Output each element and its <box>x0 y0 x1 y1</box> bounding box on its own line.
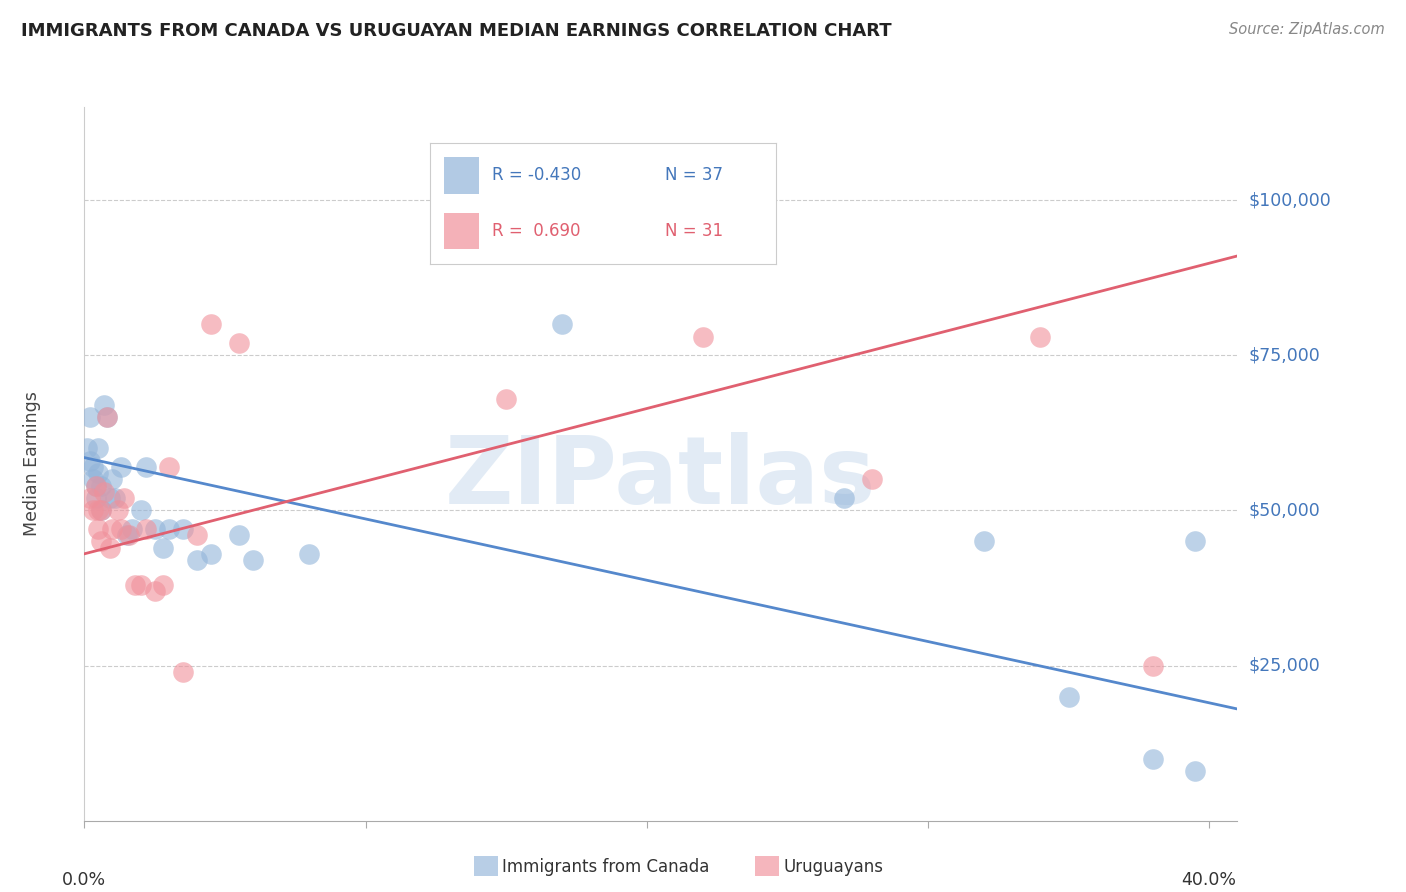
Point <box>129 503 152 517</box>
Point <box>298 547 321 561</box>
Text: $50,000: $50,000 <box>1249 501 1320 519</box>
Text: Source: ZipAtlas.com: Source: ZipAtlas.com <box>1229 22 1385 37</box>
Text: $25,000: $25,000 <box>1249 657 1320 674</box>
Text: R =  0.690: R = 0.690 <box>492 222 581 240</box>
Point <box>101 522 124 536</box>
Point <box>152 541 174 555</box>
Point <box>84 491 107 505</box>
Point <box>121 522 143 536</box>
Point <box>832 491 855 505</box>
Text: Median Earnings: Median Earnings <box>24 392 42 536</box>
Text: N = 31: N = 31 <box>665 222 724 240</box>
Text: 0.0%: 0.0% <box>62 871 107 888</box>
Point <box>87 522 110 536</box>
Point <box>1184 764 1206 778</box>
Point <box>115 528 138 542</box>
Point <box>152 578 174 592</box>
Point <box>579 211 602 226</box>
Text: ZIPatlas: ZIPatlas <box>446 432 876 524</box>
Point <box>96 410 118 425</box>
Text: $100,000: $100,000 <box>1249 191 1331 209</box>
Point <box>79 410 101 425</box>
Text: Immigrants from Canada: Immigrants from Canada <box>502 858 709 876</box>
Point <box>1057 690 1080 704</box>
Point <box>551 317 574 331</box>
Point <box>110 459 132 474</box>
Point <box>98 491 121 505</box>
Point <box>82 503 104 517</box>
Point <box>90 503 112 517</box>
Text: R = -0.430: R = -0.430 <box>492 167 582 185</box>
Point <box>228 528 250 542</box>
Point <box>242 553 264 567</box>
Point <box>495 392 517 406</box>
Point <box>129 578 152 592</box>
Point <box>112 491 135 505</box>
Point <box>90 534 112 549</box>
FancyBboxPatch shape <box>444 157 478 194</box>
Point <box>90 478 112 492</box>
Text: N = 37: N = 37 <box>665 167 724 185</box>
Point <box>186 528 208 542</box>
Point <box>82 472 104 486</box>
Point <box>79 491 101 505</box>
Point <box>118 528 141 542</box>
Point <box>1184 534 1206 549</box>
Text: Uruguayans: Uruguayans <box>783 858 883 876</box>
Text: IMMIGRANTS FROM CANADA VS URUGUAYAN MEDIAN EARNINGS CORRELATION CHART: IMMIGRANTS FROM CANADA VS URUGUAYAN MEDI… <box>21 22 891 40</box>
Point <box>104 491 127 505</box>
Point <box>228 335 250 350</box>
Point <box>157 522 180 536</box>
Point <box>87 442 110 456</box>
Point <box>143 522 166 536</box>
Point <box>124 578 146 592</box>
Point <box>101 472 124 486</box>
Point <box>87 466 110 480</box>
Point <box>96 410 118 425</box>
Text: $75,000: $75,000 <box>1249 346 1320 364</box>
Point <box>93 484 115 499</box>
Point <box>79 454 101 468</box>
Point <box>135 459 157 474</box>
Point <box>172 665 194 679</box>
Point <box>135 522 157 536</box>
Point <box>110 522 132 536</box>
Point <box>87 503 110 517</box>
Text: 40.0%: 40.0% <box>1181 871 1237 888</box>
Point <box>107 503 129 517</box>
Point <box>973 534 995 549</box>
Point <box>186 553 208 567</box>
Point <box>172 522 194 536</box>
Point <box>200 547 222 561</box>
Point <box>84 478 107 492</box>
Point <box>84 478 107 492</box>
Point <box>1142 751 1164 765</box>
Point <box>860 472 883 486</box>
Point <box>200 317 222 331</box>
Point <box>82 459 104 474</box>
Point <box>143 584 166 599</box>
FancyBboxPatch shape <box>444 213 478 250</box>
Point <box>157 459 180 474</box>
Point <box>76 442 98 456</box>
Point <box>93 398 115 412</box>
Point <box>692 329 714 343</box>
Point <box>1142 658 1164 673</box>
Point <box>90 503 112 517</box>
Point <box>1029 329 1052 343</box>
Point <box>98 541 121 555</box>
